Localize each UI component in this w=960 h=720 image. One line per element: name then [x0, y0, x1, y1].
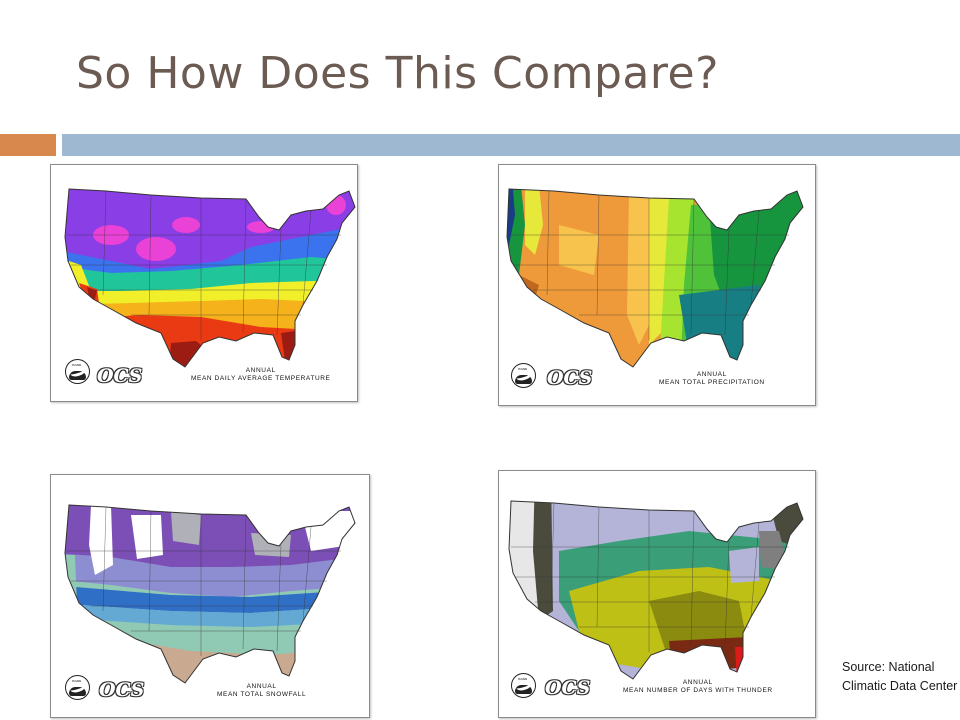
title-rule-blue — [62, 134, 960, 156]
us-map-precipitation — [506, 188, 804, 368]
map-caption-thunder: ANNUAL MEAN NUMBER OF DAYS WITH THUNDER — [623, 679, 773, 695]
us-map-snowfall — [64, 504, 356, 684]
slide-title: So How Does This Compare? — [76, 48, 719, 99]
source-note: Source: National Climatic Data Center — [842, 660, 958, 693]
ocs-logo: OCS — [99, 679, 145, 701]
noaa-logo-text: noaa — [518, 676, 527, 681]
ocs-logo: OCS — [545, 677, 591, 699]
noaa-logo: noaa — [65, 675, 90, 700]
us-map-temperature — [64, 188, 356, 368]
ocs-logo: OCS — [97, 365, 143, 387]
map-caption-precipitation: ANNUAL MEAN TOTAL PRECIPITATION — [659, 371, 765, 387]
map-caption-temperature: ANNUAL MEAN DAILY AVERAGE TEMPERATURE — [191, 367, 331, 383]
title-rule-orange — [0, 134, 56, 156]
noaa-logo-text: noaa — [72, 678, 81, 683]
precipitation-map-panel: STATES13 MEAN TOTAL PRECIP (INCHES)- ANN… — [498, 164, 816, 406]
map-caption-snowfall: ANNUAL MEAN TOTAL SNOWFALL — [217, 683, 307, 699]
snowfall-map-panel: STATES13 MEAN TOTAL SNOW (INCHES)- ANNUA… — [50, 474, 370, 718]
us-map-thunder — [508, 500, 804, 680]
noaa-logo: noaa — [65, 359, 90, 384]
temperature-map-panel: STATES13 MEAN DAILY AVG TEMP (DEG_F)- AN… — [50, 164, 358, 402]
noaa-logo: noaa — [511, 673, 536, 698]
noaa-logo-text: noaa — [518, 366, 527, 371]
noaa-logo: noaa — [511, 363, 536, 388]
noaa-logo-text: noaa — [72, 362, 81, 367]
thunder-map-panel: STATES13 MEAN THUNDER (DAYS)- ANNUAL -A … — [498, 470, 816, 718]
ocs-logo: OCS — [547, 367, 593, 389]
